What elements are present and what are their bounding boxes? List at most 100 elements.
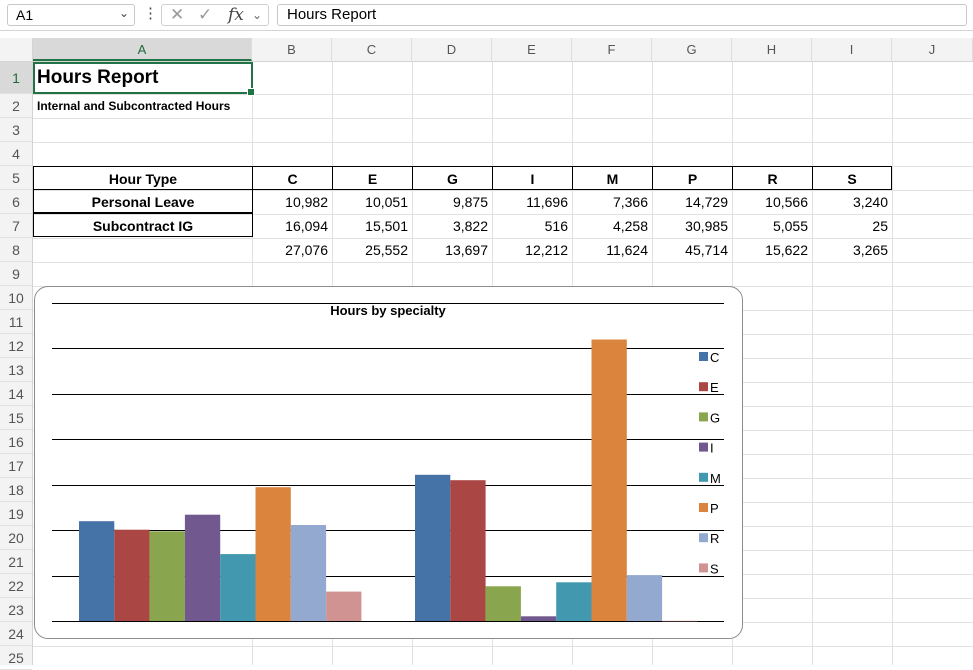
bar-i-2[interactable] xyxy=(520,616,557,621)
value-cell[interactable]: 10,982 xyxy=(285,194,328,210)
value-cell[interactable]: 10,051 xyxy=(365,194,408,210)
total-cell[interactable]: 45,714 xyxy=(685,242,728,258)
total-cell[interactable]: 11,624 xyxy=(606,242,648,258)
bar-g-1[interactable] xyxy=(149,531,185,621)
header-cell[interactable]: I xyxy=(492,166,573,190)
column-header-j[interactable]: J xyxy=(892,38,973,61)
total-cell[interactable]: 15,622 xyxy=(765,242,808,258)
total-cell[interactable]: 13,697 xyxy=(445,242,488,258)
row-header[interactable]: 10 xyxy=(0,286,32,310)
row-header[interactable]: 1 xyxy=(0,62,32,94)
bar-e-1[interactable] xyxy=(114,529,150,621)
row-header[interactable]: 24 xyxy=(0,622,32,646)
enter-icon[interactable]: ✓ xyxy=(198,5,213,24)
value-cell[interactable]: 14,729 xyxy=(685,194,728,210)
insert-function-icon[interactable]: fx xyxy=(228,5,244,25)
formula-input[interactable]: Hours Report xyxy=(277,4,967,26)
value-cell[interactable]: 5,055 xyxy=(772,218,808,234)
row-header[interactable]: 12 xyxy=(0,334,32,358)
row-header[interactable]: 4 xyxy=(0,142,32,166)
bar-c-2[interactable] xyxy=(415,474,451,621)
header-cell[interactable]: Hour Type xyxy=(33,166,253,190)
row-header[interactable]: 19 xyxy=(0,502,32,526)
header-cell[interactable]: M xyxy=(572,166,653,190)
bar-p-1[interactable] xyxy=(255,487,291,621)
value-cell[interactable]: 516 xyxy=(544,218,568,234)
row-header[interactable]: 5 xyxy=(0,166,32,190)
chevron-down-icon[interactable]: ⌄ xyxy=(118,6,129,20)
row-header[interactable]: 21 xyxy=(0,550,32,574)
cell-a2-subtitle[interactable]: Internal and Subcontracted Hours xyxy=(37,99,231,113)
row-header[interactable]: 2 xyxy=(0,94,32,118)
column-header-i[interactable]: I xyxy=(812,38,892,61)
legend-swatch-p xyxy=(699,503,708,512)
column-header-c[interactable]: C xyxy=(332,38,412,61)
value-cell[interactable]: 3,240 xyxy=(852,194,888,210)
column-header-f[interactable]: F xyxy=(572,38,652,61)
name-box[interactable]: A1 ⌄ xyxy=(7,4,135,26)
row-header[interactable]: 3 xyxy=(0,118,32,142)
header-cell[interactable]: R xyxy=(732,166,813,190)
header-cell[interactable]: E xyxy=(332,166,413,190)
bar-s-2[interactable] xyxy=(662,620,698,622)
row-header[interactable]: 20 xyxy=(0,526,32,550)
column-header-a[interactable]: A xyxy=(33,38,252,61)
row-header[interactable]: 14 xyxy=(0,382,32,406)
value-cell[interactable]: 7,366 xyxy=(612,194,648,210)
bar-g-2[interactable] xyxy=(485,586,521,621)
select-all-corner[interactable] xyxy=(0,38,33,61)
chevron-down-icon[interactable]: ⌄ xyxy=(252,8,263,22)
row-label-cell[interactable]: Subcontract IG xyxy=(33,213,253,237)
bar-p-2[interactable] xyxy=(591,339,627,622)
row-header[interactable]: 9 xyxy=(0,262,32,286)
row-header[interactable]: 25 xyxy=(0,646,32,670)
value-cell[interactable]: 11,696 xyxy=(526,194,568,210)
value-cell[interactable]: 30,985 xyxy=(685,218,728,234)
row-header[interactable]: 11 xyxy=(0,310,32,334)
bar-e-2[interactable] xyxy=(450,480,486,621)
column-header-g[interactable]: G xyxy=(652,38,732,61)
total-cell[interactable]: 12,212 xyxy=(525,242,568,258)
column-header-d[interactable]: D xyxy=(412,38,492,61)
header-cell[interactable]: S xyxy=(812,166,892,190)
total-cell[interactable]: 27,076 xyxy=(285,242,328,258)
total-cell[interactable]: 3,265 xyxy=(852,242,888,258)
bar-m-1[interactable] xyxy=(220,554,256,621)
value-cell[interactable]: 10,566 xyxy=(765,194,808,210)
row-header[interactable]: 15 xyxy=(0,406,32,430)
value-cell[interactable]: 3,822 xyxy=(452,218,488,234)
header-cell[interactable]: P xyxy=(652,166,733,190)
bar-s-1[interactable] xyxy=(326,591,362,621)
row-header[interactable]: 7 xyxy=(0,214,32,238)
column-header-e[interactable]: E xyxy=(492,38,572,61)
more-options-icon[interactable]: ⋮ xyxy=(143,5,158,22)
row-header[interactable]: 18 xyxy=(0,478,32,502)
row-header[interactable]: 16 xyxy=(0,430,32,454)
value-cell[interactable]: 16,094 xyxy=(285,218,328,234)
header-cell[interactable]: G xyxy=(412,166,493,190)
row-header[interactable]: 6 xyxy=(0,190,32,214)
cell-a1-title[interactable]: Hours Report xyxy=(37,67,159,88)
value-cell[interactable]: 15,501 xyxy=(365,218,408,234)
column-header-h[interactable]: H xyxy=(732,38,812,61)
row-header[interactable]: 17 xyxy=(0,454,32,478)
bar-i-1[interactable] xyxy=(184,514,221,621)
row-header[interactable]: 22 xyxy=(0,574,32,598)
column-header-b[interactable]: B xyxy=(252,38,332,61)
row-header[interactable]: 13 xyxy=(0,358,32,382)
row-header[interactable]: 23 xyxy=(0,598,32,622)
row-label-cell[interactable]: Personal Leave xyxy=(33,189,253,213)
bar-c-1[interactable] xyxy=(79,521,115,621)
total-cell[interactable]: 25,552 xyxy=(365,242,408,258)
bar-r-2[interactable] xyxy=(626,575,663,621)
row-header[interactable]: 8 xyxy=(0,238,32,262)
value-cell[interactable]: 25 xyxy=(872,218,888,234)
value-cell[interactable]: 9,875 xyxy=(452,194,488,210)
cancel-icon[interactable]: ✕ xyxy=(170,5,185,24)
header-cell[interactable]: C xyxy=(252,166,333,190)
bar-m-2[interactable] xyxy=(556,582,592,621)
bar-r-1[interactable] xyxy=(290,525,327,621)
value-cell[interactable]: 4,258 xyxy=(612,218,648,234)
